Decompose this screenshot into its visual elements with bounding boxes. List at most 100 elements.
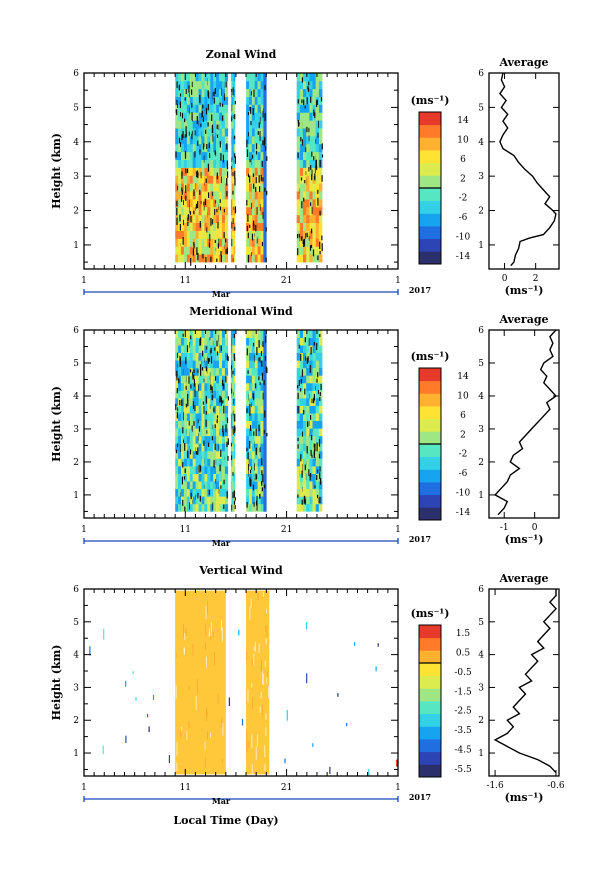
data-mark — [303, 239, 305, 247]
data-cell — [178, 191, 182, 200]
data-mark — [197, 252, 199, 261]
data-cell — [192, 73, 196, 82]
data-cell — [296, 112, 301, 121]
data-cell — [192, 136, 196, 145]
average-frame — [488, 588, 560, 777]
data-cell — [306, 382, 310, 391]
data-cell — [192, 428, 196, 437]
data-cell — [183, 375, 188, 384]
data-cell — [249, 214, 253, 223]
data-cell — [183, 435, 188, 444]
data-mark — [250, 121, 252, 126]
data-mark — [232, 491, 234, 499]
data-cell — [318, 238, 323, 247]
data-mark — [226, 191, 228, 197]
data-mark — [194, 130, 196, 136]
data-mark — [197, 492, 199, 499]
data-cell — [309, 473, 313, 482]
data-cell — [216, 405, 220, 414]
data-cell — [189, 345, 193, 353]
data-cell — [195, 80, 199, 90]
data-mark — [255, 143, 258, 150]
data-mark — [197, 419, 199, 424]
data-cell — [224, 73, 229, 82]
data-cell — [232, 191, 234, 200]
data-cell — [192, 503, 196, 512]
data-cell — [222, 390, 226, 399]
data-cell — [207, 390, 211, 399]
data-mark — [210, 217, 212, 226]
data-cell — [232, 473, 234, 482]
data-cell — [296, 88, 301, 97]
data-cell — [207, 175, 211, 184]
data-mark — [212, 191, 214, 197]
data-cell — [198, 238, 202, 247]
data-mark — [316, 444, 318, 452]
data-cell — [263, 435, 267, 444]
data-cell — [318, 420, 323, 429]
data-cell — [309, 375, 313, 384]
data-cell — [222, 238, 226, 247]
data-mark — [231, 365, 233, 370]
data-cell — [186, 175, 191, 184]
data-mark — [297, 99, 299, 104]
data-cell — [183, 143, 188, 153]
data-mark — [255, 150, 258, 155]
data-mark — [177, 443, 179, 448]
data-mark — [190, 257, 192, 266]
data-cell — [181, 488, 185, 497]
y-tick-label: 2 — [73, 458, 79, 468]
data-mark — [301, 99, 303, 104]
data-cell — [233, 183, 236, 192]
data-cell — [260, 330, 264, 338]
data-cell — [189, 503, 193, 512]
data-cell — [296, 167, 301, 176]
data-cell — [257, 104, 261, 113]
data-mark — [125, 680, 127, 687]
data-mark — [185, 168, 187, 174]
data-mark — [200, 465, 202, 472]
data-cell — [224, 254, 229, 263]
data-mark — [200, 171, 202, 179]
data-cell — [312, 488, 316, 497]
data-mark — [231, 505, 233, 511]
data-cell — [222, 120, 226, 129]
data-cell — [306, 443, 310, 452]
average-profile-line — [493, 329, 558, 516]
data-cell — [299, 420, 304, 429]
data-cell — [296, 496, 301, 505]
data-cell — [299, 136, 304, 145]
data-cell — [230, 330, 233, 338]
data-cell — [232, 405, 234, 414]
data-cell — [309, 330, 313, 338]
data-cell — [233, 238, 236, 247]
data-mark — [252, 393, 254, 399]
data-cell — [296, 207, 301, 216]
data-cell — [246, 382, 250, 391]
data-cell — [249, 352, 253, 361]
data-cell — [219, 136, 223, 145]
data-cell — [318, 199, 323, 208]
data-mark — [185, 126, 187, 133]
data-mark — [205, 399, 208, 404]
data-cell — [257, 96, 261, 105]
data-cell — [249, 330, 253, 338]
data-cell — [186, 136, 191, 145]
data-cell — [181, 222, 185, 231]
x-tick-label: 1 — [81, 525, 87, 535]
data-cell — [192, 481, 196, 490]
data-cell — [222, 352, 226, 361]
data-cell — [318, 503, 323, 512]
data-mark — [183, 476, 186, 480]
data-cell — [254, 80, 258, 90]
data-cell — [318, 128, 323, 137]
data-cell — [204, 405, 208, 414]
data-cell — [201, 159, 205, 168]
avg-y-tick-label: 3 — [478, 683, 484, 693]
data-cell — [189, 337, 193, 346]
data-cell — [312, 88, 316, 97]
y-tick-label: 4 — [73, 138, 79, 148]
data-mark — [179, 93, 182, 97]
data-cell — [186, 167, 191, 176]
